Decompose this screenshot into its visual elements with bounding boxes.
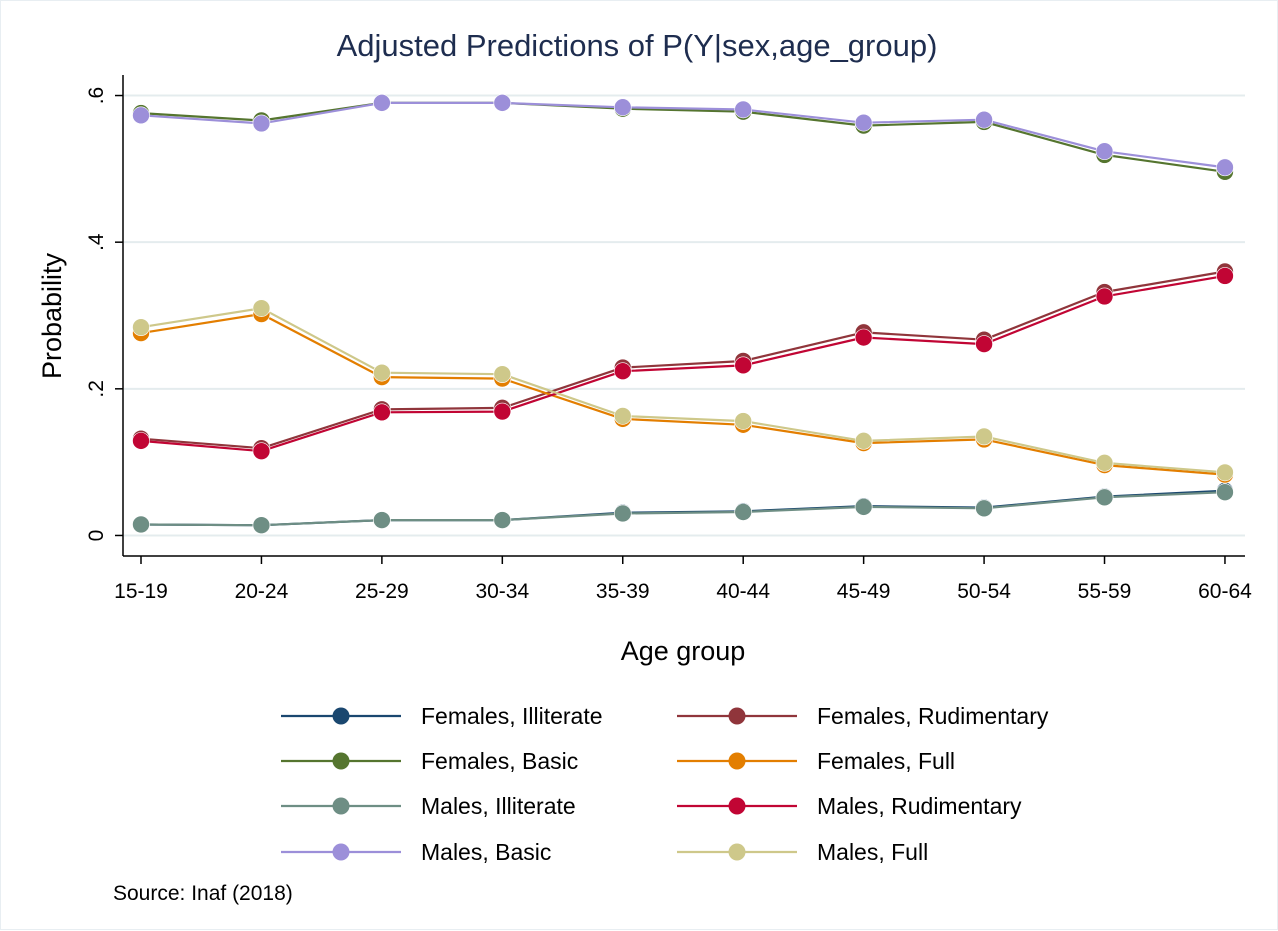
legend-marker-males-full	[728, 843, 746, 861]
data-point-males-rudimentary	[373, 403, 391, 422]
y-tick-label: .4	[85, 233, 108, 251]
data-point-males-full	[493, 365, 512, 383]
data-point-males-rudimentary	[493, 402, 512, 421]
data-point-males-illiterate	[1216, 483, 1234, 502]
data-point-males-basic	[132, 106, 150, 125]
data-point-males-rudimentary	[975, 335, 993, 353]
series-line-females-basic	[140, 101, 1226, 173]
legend-label-males-rudimentary: Males, Rudimentary	[817, 793, 1022, 819]
x-tick-label: 40-44	[716, 580, 770, 603]
chart-title: Adjusted Predictions of P(Y|sex,age_grou…	[337, 28, 938, 63]
data-point-males-full	[373, 363, 391, 382]
data-point-males-full	[132, 318, 150, 337]
gridlines	[124, 94, 1245, 537]
legend-label-males-illiterate: Males, Illiterate	[421, 793, 576, 819]
data-point-males-full	[1216, 463, 1234, 482]
data-point-males-basic	[734, 100, 753, 119]
legend-marker-males-illiterate	[332, 797, 350, 815]
data-point-males-rudimentary	[132, 432, 150, 450]
legend-label-females-full: Females, Full	[817, 748, 955, 774]
data-point-males-full	[975, 427, 993, 446]
data-point-males-full	[252, 299, 271, 317]
data-point-males-illiterate	[734, 503, 753, 521]
x-tick-label: 15-19	[114, 580, 168, 603]
series-line-females-illiterate	[140, 489, 1226, 527]
x-tick-label: 60-64	[1198, 580, 1252, 603]
data-point-males-basic	[493, 94, 512, 112]
axes	[122, 75, 1245, 557]
legend-label-males-full: Males, Full	[817, 839, 928, 865]
data-point-males-full	[613, 407, 632, 425]
data-point-males-rudimentary	[613, 362, 632, 381]
data-point-males-full	[854, 432, 873, 450]
data-point-males-rudimentary	[1216, 267, 1234, 285]
series-line-males-full	[140, 307, 1226, 474]
data-point-males-basic	[1095, 142, 1114, 161]
legend: Females, Illiterate Females, Basic Males, …	[281, 703, 1049, 865]
legend-marker-females-basic	[332, 752, 350, 770]
data-point-males-illiterate	[854, 498, 873, 516]
data-point-males-rudimentary	[252, 442, 271, 460]
y-axis-ticks: 0 .2 .4 .6	[85, 87, 123, 542]
series-line-males-rudimentary	[140, 274, 1226, 453]
series-points	[132, 94, 1234, 535]
source-note: Source: Inaf (2018)	[113, 882, 293, 905]
x-tick-label: 55-59	[1078, 580, 1132, 603]
x-tick-label: 35-39	[596, 580, 650, 603]
series-line-males-illiterate	[140, 491, 1226, 527]
x-tick-label: 45-49	[837, 580, 891, 603]
legend-marker-males-basic	[332, 843, 350, 861]
series-line-females-rudimentary	[140, 270, 1226, 450]
legend-marker-males-rudimentary	[728, 797, 746, 815]
data-point-males-basic	[854, 113, 873, 132]
data-point-males-basic	[613, 98, 632, 117]
x-axis-title: Age group	[621, 636, 746, 666]
legend-label-males-basic: Males, Basic	[421, 839, 551, 865]
data-point-males-illiterate	[975, 499, 993, 518]
data-point-males-illiterate	[132, 515, 150, 534]
data-point-males-basic	[975, 110, 993, 129]
data-point-males-rudimentary	[854, 328, 873, 347]
y-tick-label: 0	[85, 530, 108, 542]
legend-label-females-basic: Females, Basic	[421, 748, 578, 774]
series-line-males-basic	[140, 101, 1226, 169]
series-lines	[140, 101, 1226, 527]
data-point-males-rudimentary	[734, 356, 753, 375]
data-point-males-basic	[373, 94, 391, 112]
legend-label-females-rudimentary: Females, Rudimentary	[817, 703, 1049, 729]
legend-label-females-illiterate: Females, Illiterate	[421, 703, 603, 729]
data-point-males-illiterate	[613, 504, 632, 523]
data-point-males-rudimentary	[1095, 287, 1114, 306]
x-axis-ticks: 15-19 20-24 25-29 30-34 35-39 40-44 45-49 50-54…	[114, 556, 1252, 603]
x-tick-label: 50-54	[957, 580, 1011, 603]
data-point-males-basic	[252, 114, 271, 133]
data-point-males-illiterate	[493, 511, 512, 529]
data-point-males-illiterate	[373, 511, 391, 529]
y-tick-label: .6	[85, 87, 108, 105]
series-line-females-full	[140, 312, 1226, 476]
data-point-males-full	[1095, 454, 1114, 472]
y-axis-title: Probability	[37, 252, 67, 379]
data-point-males-illiterate	[252, 516, 271, 535]
legend-marker-females-rudimentary	[728, 707, 746, 725]
data-point-males-full	[734, 412, 753, 430]
data-point-males-illiterate	[1095, 488, 1114, 507]
legend-marker-females-full	[728, 752, 746, 770]
x-tick-label: 25-29	[355, 580, 409, 603]
legend-marker-females-illiterate	[332, 707, 350, 725]
data-point-males-basic	[1216, 158, 1234, 177]
x-tick-label: 30-34	[475, 580, 529, 603]
x-tick-label: 20-24	[235, 580, 289, 603]
y-tick-label: .2	[85, 380, 108, 398]
